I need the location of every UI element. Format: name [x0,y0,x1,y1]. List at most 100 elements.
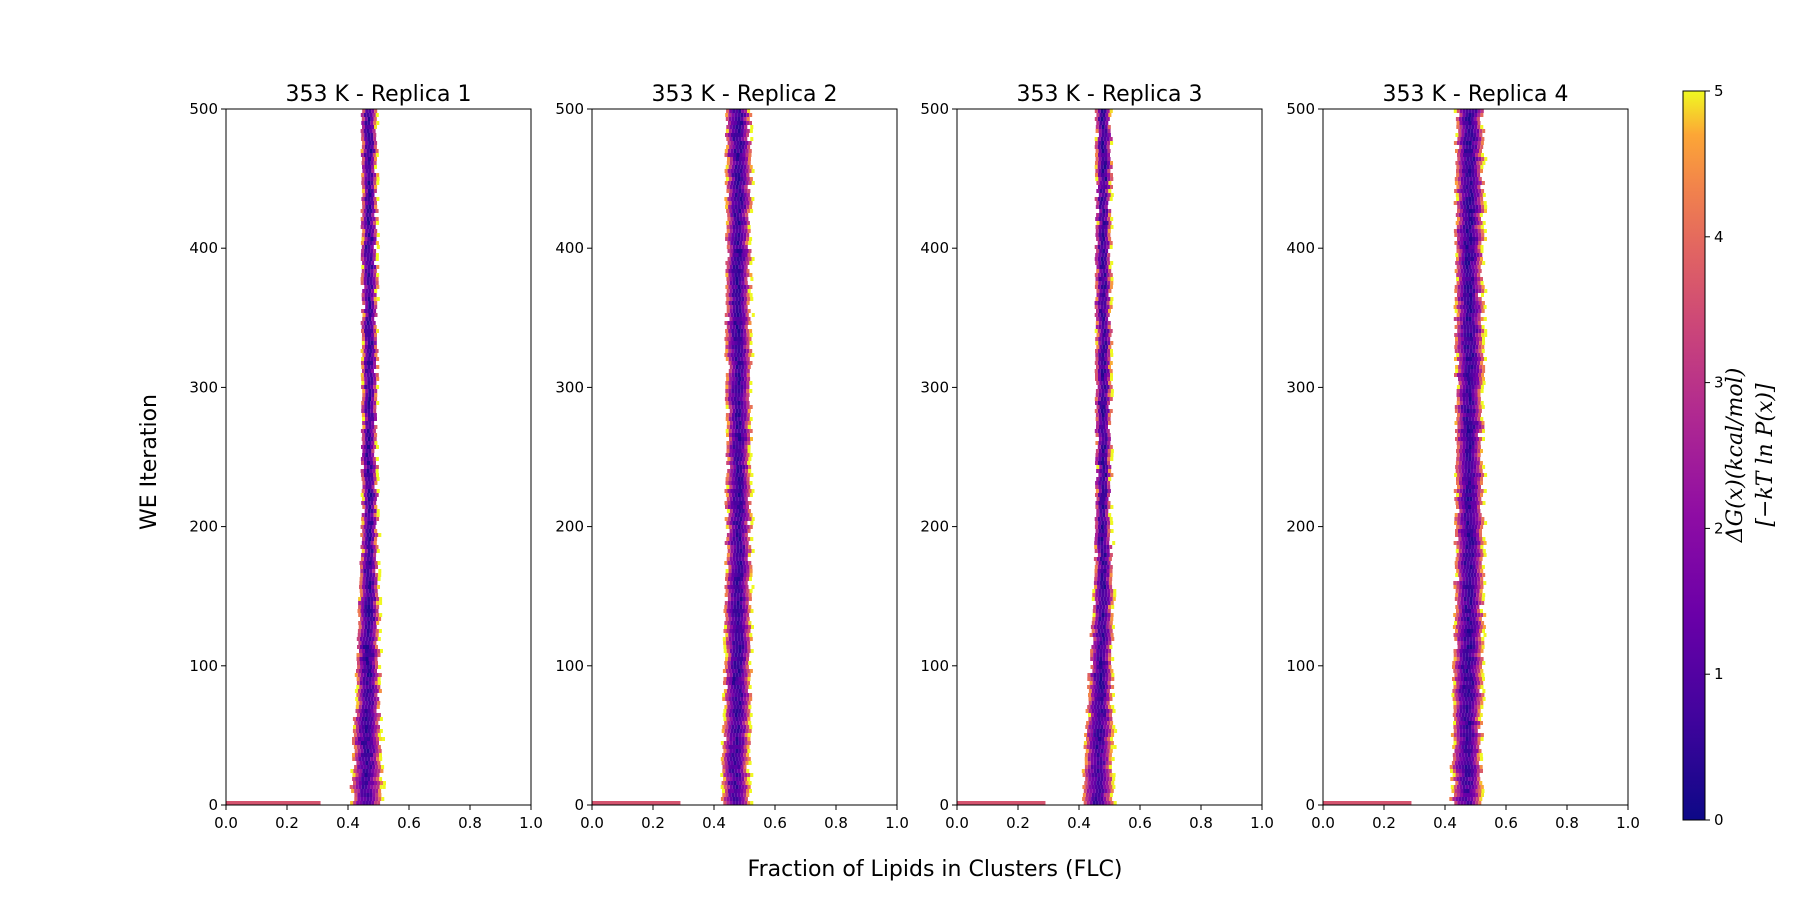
heatmap-cell [743,205,747,209]
heatmap-cell [1466,405,1470,409]
heatmap-cell [1109,409,1113,413]
heatmap-cell [364,329,367,333]
heatmap-cell [742,665,746,669]
heatmap-cell [358,777,362,781]
heatmap-cell [364,269,368,273]
heatmap-cell [1103,713,1106,717]
heatmap-cell [1476,797,1480,801]
heatmap-cell [734,753,738,757]
heatmap-cell [1464,589,1468,593]
heatmap-cell [361,489,365,493]
heatmap-cell [1097,569,1101,573]
heatmap-cell [1456,653,1460,657]
heatmap-cell [359,685,363,689]
heatmap-cell [1468,653,1472,657]
heatmap-cell [1473,753,1477,757]
heatmap-cell [746,369,750,373]
heatmap-cell [361,237,365,241]
heatmap-cell [730,457,734,461]
heatmap-cell [368,581,372,585]
heatmap-cell [1454,349,1458,353]
heatmap-cell [746,401,750,405]
heatmap-cell [1090,757,1094,761]
heatmap-cell [368,669,371,673]
heatmap-cell [1105,209,1109,213]
y-tick-label: 100 [189,657,218,675]
heatmap-cell [742,257,746,261]
heatmap-cell [378,629,382,633]
heatmap-cell [1462,701,1466,705]
heatmap-cell [1099,293,1103,297]
heatmap-cell [729,717,733,721]
heatmap-cell [1098,353,1102,357]
heatmap-cell [373,437,377,441]
heatmap-cell [1087,753,1091,757]
heatmap-cell [1457,521,1461,525]
heatmap-cell [734,697,738,701]
heatmap-cell [366,113,370,117]
heatmap-cell [738,409,742,413]
heatmap-cell [1459,729,1463,733]
heatmap-cell [1107,193,1111,197]
heatmap-cell [1465,681,1469,685]
heatmap-cell [1464,537,1468,541]
heatmap-cell [738,689,742,693]
heatmap-cell [732,681,735,685]
heatmap-cell [363,457,367,461]
heatmap-cell [737,173,741,177]
heatmap-cell [376,297,380,301]
heatmap-cell [367,365,371,369]
heatmap-cell [1474,701,1478,705]
heatmap-cell [1468,353,1472,357]
heatmap-cell [1483,633,1487,637]
heatmap-cell [1461,549,1465,553]
heatmap-cell [731,361,735,365]
heatmap-cell [1465,777,1469,781]
heatmap-cell [731,385,735,389]
heatmap-cell [377,713,381,717]
heatmap-cell [370,553,374,557]
heatmap-cell [1099,113,1103,117]
y-tick-label: 500 [920,100,949,118]
heatmap-cell [376,741,379,745]
heatmap-cell [1468,741,1472,745]
heatmap-cell [1463,789,1467,793]
heatmap-cell [1086,745,1090,749]
heatmap-cell [746,613,750,617]
heatmap-cell [743,477,747,481]
heatmap-cell [1097,301,1101,305]
heatmap-cell [372,789,376,793]
heatmap-cell [730,605,734,609]
heatmap-cell [1107,377,1110,381]
heatmap-cell [1449,765,1453,769]
heatmap-cell [1478,673,1482,677]
heatmap-cell [1110,281,1114,285]
heatmap-cell [369,257,373,261]
heatmap-cell [1480,769,1483,773]
heatmap-cell [1105,265,1109,269]
heatmap-cell [1460,373,1463,377]
heatmap-cell [728,301,732,305]
heatmap-cell [1104,157,1108,161]
heatmap-cell [1455,369,1459,373]
heatmap-cell [725,269,729,273]
heatmap-cell [1474,525,1478,529]
heatmap-cell [1453,633,1457,637]
heatmap-cell [732,645,736,649]
heatmap-cell [727,213,731,217]
heatmap-cell [743,389,747,393]
heatmap-cell [1463,717,1467,721]
heatmap-cell [1467,537,1471,541]
heatmap-cell [1112,785,1116,789]
heatmap-cell [1107,337,1111,341]
heatmap-cell [371,685,375,689]
heatmap-cell [1103,165,1107,169]
heatmap-cell [747,109,751,113]
heatmap-cell [725,389,729,393]
heatmap-cell [369,225,373,229]
heatmap-cell [731,393,735,397]
heatmap-cell [1465,609,1468,613]
heatmap-cell [365,761,369,765]
heatmap-cell [1095,493,1098,497]
heatmap-cell [361,337,365,341]
